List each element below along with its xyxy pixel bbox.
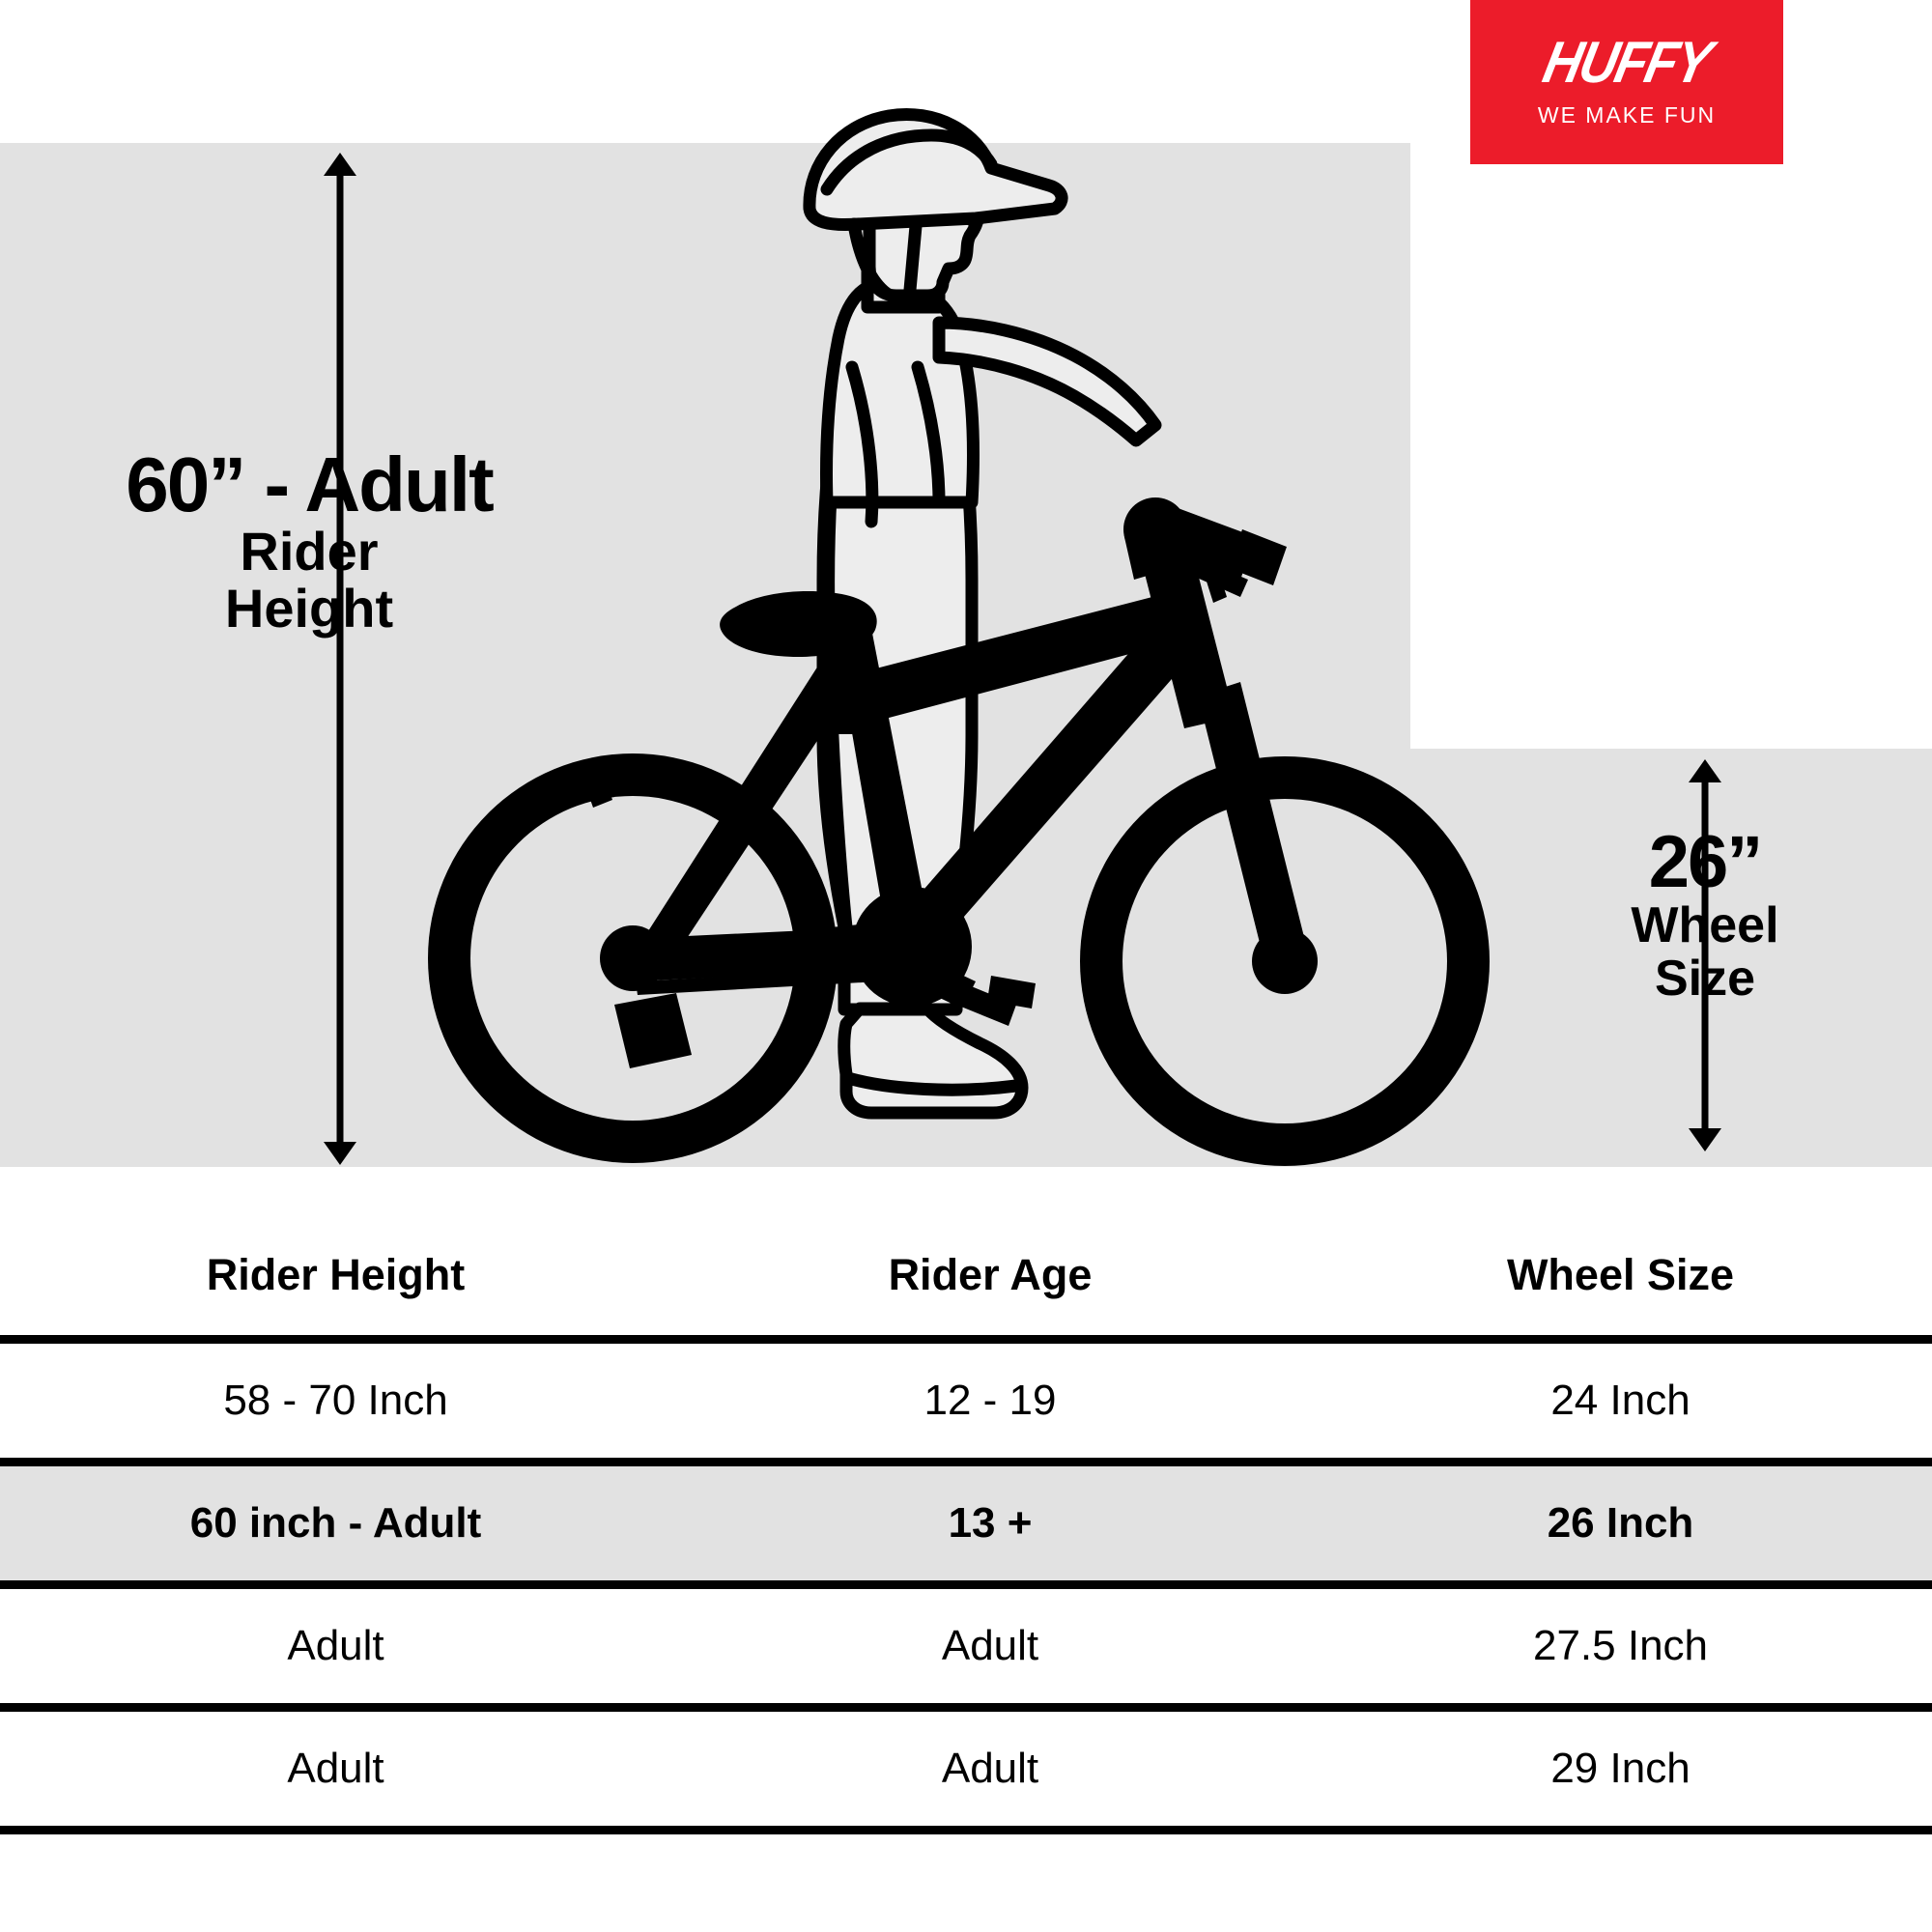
rider-height-measure: 60” - Adult [126,441,494,527]
chain-bottom [636,966,914,995]
huffy-logo: HUFFY WE MAKE FUN [1470,0,1783,164]
column-header-rider-height: Rider Height [206,1250,466,1299]
down-tube [893,618,1198,956]
table-rule [0,1703,1932,1712]
table-row-highlighted: 60 inch - Adult 13 + 26 Inch [0,1466,1932,1580]
cell-wheel-size: 27.5 Inch [1532,1622,1709,1669]
top-tube [846,591,1184,726]
seat-post [817,645,866,734]
rear-reflector [583,773,612,808]
bottle-cage [831,923,875,972]
table-header-row: Rider Height Rider Age Wheel Size [0,1215,1932,1335]
rider-height-callout: 60” - Adult Rider Height [58,446,560,638]
size-table: Rider Height Rider Age Wheel Size 58 - 7… [0,1215,1932,1834]
cell-rider-height: 60 inch - Adult [189,1499,482,1547]
wheel-size-arrow [1688,759,1722,1151]
arrow-shaft [1701,777,1709,1134]
rider-height-label-line1: Rider [240,521,379,582]
crank-arm [889,947,976,1009]
arrow-head-down-icon [324,1142,356,1165]
rider-shoe [838,1002,1029,1120]
seat-stay [639,628,875,966]
table-rule [0,1826,1932,1834]
column-header-wheel-size: Wheel Size [1506,1250,1735,1299]
kickstand [987,976,1036,1009]
cell-rider-height: 58 - 70 Inch [223,1377,448,1424]
helmet-strap-2 [903,219,923,297]
rider-bicycle-illustration [428,108,1490,1166]
fork-reflector [1202,560,1227,603]
wheel-size-measure: 26” [1648,821,1764,903]
table-rule [0,1335,1932,1344]
rider-arm [932,316,1162,447]
rider-height-label-line2: Height [224,577,394,639]
rider-shoulder-seam [845,360,879,528]
cell-wheel-size: 24 Inch [1550,1377,1690,1424]
arrow-head-down-icon [1689,1128,1721,1151]
table-row: 58 - 70 Inch 12 - 19 24 Inch [0,1344,1932,1458]
cell-rider-age: 12 - 19 [923,1377,1057,1424]
rider-height-arrow [323,153,357,1165]
handlebar-grip [1229,529,1287,585]
column-header-rider-age: Rider Age [888,1250,1093,1299]
cell-rider-age: 13 + [948,1499,1033,1547]
cell-rider-age: Adult [941,1622,1039,1669]
helmet-vent-line [820,128,998,196]
rider-chest-seam [911,360,946,509]
fork [1198,682,1306,958]
helmet-strap [847,217,894,300]
wheel-size-callout: 26” Wheel Size [1565,826,1845,1005]
saddle [720,591,877,657]
cell-wheel-size: 29 Inch [1550,1745,1690,1792]
shoe-sole-line [841,1071,1023,1096]
cell-rider-height: Adult [287,1745,384,1792]
table-row: Adult Adult 29 Inch [0,1712,1932,1826]
cell-wheel-size: 26 Inch [1547,1499,1694,1547]
right-wheel-band [1410,749,1932,1167]
head-tube [1144,558,1235,728]
table-rule [0,1580,1932,1589]
pedal [956,983,1016,1026]
wheel-size-label-line1: Wheel [1631,897,1779,953]
wheel-size-label-line2: Size [1654,950,1756,1007]
rear-derailleur [614,993,692,1068]
table-row: Adult Adult 27.5 Inch [0,1589,1932,1703]
front-wheel [1080,756,1490,1166]
cell-rider-age: Adult [941,1745,1039,1792]
cell-rider-height: Adult [287,1622,384,1669]
arrow-shaft [336,170,344,1148]
rider-jacket [820,275,980,509]
table-rule [0,1458,1932,1466]
bicycle [428,497,1490,1166]
brand-tagline: WE MAKE FUN [1537,101,1717,128]
